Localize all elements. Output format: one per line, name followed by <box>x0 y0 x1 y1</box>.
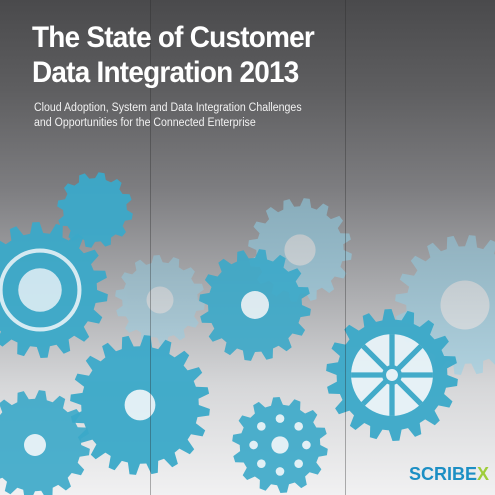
fold-line <box>150 0 151 495</box>
gear-shape <box>326 309 458 441</box>
gear-shape <box>115 255 205 345</box>
scribe-logo: SCRIBEX <box>409 464 489 485</box>
gear-shape <box>199 249 311 361</box>
subtitle-line-1: Cloud Adoption, System and Data Integrat… <box>34 102 302 114</box>
title-line-2: Data Integration 2013 <box>32 56 299 89</box>
logo-wordmark: SCRIBE <box>408 464 477 484</box>
fold-line <box>345 0 346 495</box>
subtitle-line-2: and Opportunities for the Connected Ente… <box>34 117 256 129</box>
report-subtitle: Cloud Adoption, System and Data Integrat… <box>34 101 302 131</box>
gear-shape <box>232 397 328 493</box>
report-title: The State of Customer Data Integration 2… <box>32 20 315 90</box>
logo-x-mark: X <box>476 464 489 484</box>
gear-shape <box>57 172 133 248</box>
gear-shape <box>70 335 210 475</box>
gear-shape <box>0 222 108 358</box>
title-line-1: The State of Customer <box>32 21 315 54</box>
gear-shape <box>0 390 90 495</box>
